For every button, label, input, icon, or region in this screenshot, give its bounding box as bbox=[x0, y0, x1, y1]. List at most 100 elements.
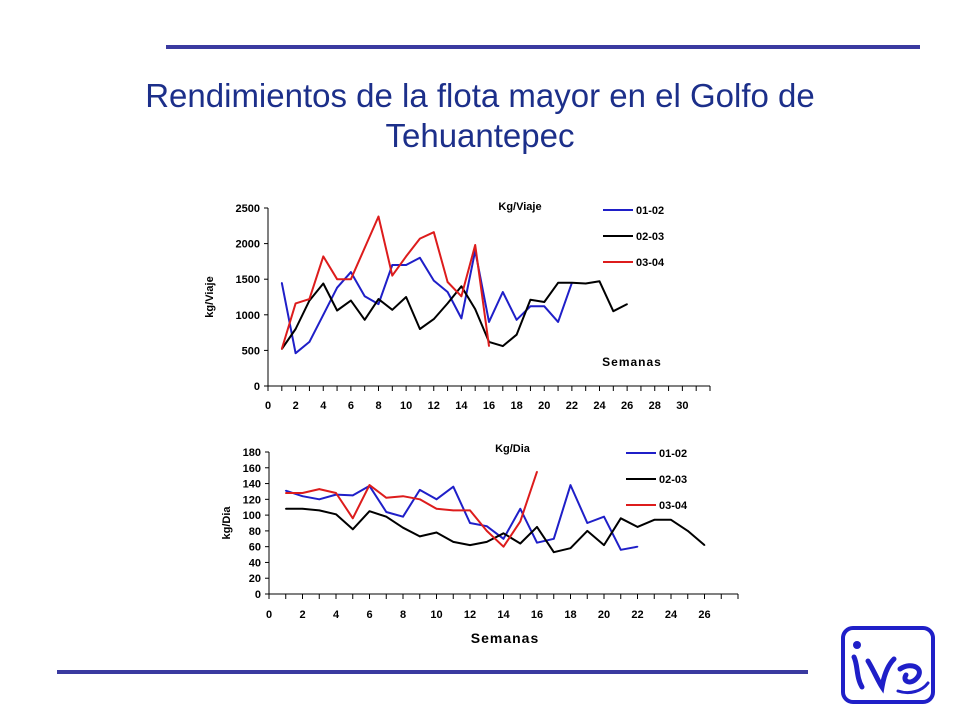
chart2-point-01-02 bbox=[402, 515, 404, 518]
chart2-point-01-02 bbox=[351, 494, 354, 497]
chart2-y-tick-label: 60 bbox=[249, 542, 261, 554]
chart1-x-tick-label: 30 bbox=[676, 400, 688, 412]
chart1-point-02-03 bbox=[405, 296, 407, 298]
chart1-x-tick-label: 26 bbox=[621, 400, 633, 412]
chart2-y-tick-label: 100 bbox=[243, 510, 261, 522]
chart1-point-01-02 bbox=[336, 286, 338, 289]
chart2-point-02-03 bbox=[552, 551, 555, 553]
chart2-point-03-04 bbox=[368, 484, 371, 486]
chart2-point-01-02 bbox=[435, 498, 438, 501]
chart1-x-tick-label: 18 bbox=[511, 400, 523, 412]
chart1-point-03-04 bbox=[446, 281, 449, 283]
chart1-x-tick-label: 14 bbox=[455, 400, 468, 412]
chart2-y-tick-label: 180 bbox=[243, 447, 261, 459]
chart1-point-01-02 bbox=[543, 305, 546, 308]
chart1-point-02-03 bbox=[294, 328, 297, 330]
chart2-point-03-04 bbox=[502, 545, 505, 548]
chart1-point-01-02 bbox=[502, 291, 504, 293]
chart1-point-03-04 bbox=[460, 295, 463, 298]
chart2-point-01-02 bbox=[519, 508, 522, 510]
chart1-point-02-03 bbox=[529, 299, 532, 301]
chart1-y-tick-label: 2000 bbox=[236, 239, 260, 251]
chart1-x-tick-label: 2 bbox=[293, 400, 299, 412]
chart1-point-02-03 bbox=[612, 310, 615, 313]
chart1-point-02-03 bbox=[446, 302, 449, 305]
chart2-x-tick-label: 16 bbox=[531, 609, 543, 621]
chart2-x-tick-label: 0 bbox=[266, 609, 272, 621]
chart2-point-03-04 bbox=[335, 492, 337, 494]
chart1-point-02-03 bbox=[460, 285, 463, 288]
chart1-y-tick-label: 1000 bbox=[236, 310, 260, 322]
chart2-point-03-04 bbox=[351, 517, 354, 520]
chart2-point-01-02 bbox=[284, 489, 287, 492]
chart1-point-02-03 bbox=[571, 281, 573, 284]
chart2-legend-label: 03-04 bbox=[659, 500, 688, 512]
chart1-point-03-04 bbox=[474, 244, 476, 246]
chart2-point-02-03 bbox=[435, 531, 438, 534]
chart2-point-01-02 bbox=[586, 522, 589, 524]
chart1-point-01-02 bbox=[460, 317, 463, 320]
chart2-point-02-03 bbox=[636, 526, 639, 528]
chart2-point-03-04 bbox=[519, 520, 522, 523]
chart2-x-tick-label: 10 bbox=[430, 609, 442, 621]
chart2-point-02-03 bbox=[670, 519, 672, 521]
chart1-point-01-02 bbox=[446, 291, 449, 293]
chart1-x-tick-label: 24 bbox=[593, 400, 606, 412]
chart1-point-02-03 bbox=[543, 301, 546, 303]
chart1-point-01-02 bbox=[432, 279, 435, 282]
chart1-point-03-04 bbox=[308, 298, 311, 300]
chart2-point-03-04 bbox=[452, 509, 455, 512]
chart1-point-03-04 bbox=[488, 345, 490, 347]
chart1-point-01-02 bbox=[391, 264, 394, 266]
chart1-legend-label: 03-04 bbox=[636, 257, 665, 269]
chart1-point-01-02 bbox=[322, 314, 325, 316]
chart2-point-01-02 bbox=[536, 541, 538, 544]
chart1-x-tick-label: 28 bbox=[649, 400, 661, 412]
chart1-point-03-04 bbox=[432, 231, 435, 234]
chart1-x-tick-label: 16 bbox=[483, 400, 495, 412]
chart1-point-01-02 bbox=[515, 318, 518, 321]
bottom-rule bbox=[57, 670, 808, 674]
chart2-series-02-03 bbox=[285, 507, 706, 554]
chart1-x-tick-label: 22 bbox=[566, 400, 578, 412]
chart2-point-02-03 bbox=[653, 519, 656, 521]
chart1-point-02-03 bbox=[474, 308, 476, 310]
chart2-point-02-03 bbox=[703, 544, 706, 546]
chart2-point-01-02 bbox=[552, 537, 555, 540]
chart1-x-tick-label: 10 bbox=[400, 400, 412, 412]
chart1-point-03-04 bbox=[350, 278, 352, 281]
chart1-point-01-02 bbox=[363, 295, 366, 298]
chart2-y-tick-label: 80 bbox=[249, 526, 261, 538]
chart2-point-02-03 bbox=[368, 510, 371, 512]
chart1-series-01-02 bbox=[280, 249, 573, 355]
chart2-x-tick-label: 12 bbox=[464, 609, 476, 621]
chart2-point-03-04 bbox=[536, 470, 538, 473]
chart1-point-02-03 bbox=[626, 303, 628, 305]
chart1-y-axis-label: kg/Viaje bbox=[204, 276, 216, 317]
chart2-title: Kg/Dia bbox=[495, 443, 531, 455]
chart1-point-01-02 bbox=[529, 305, 532, 308]
chart1-legend-label: 02-03 bbox=[636, 231, 664, 243]
chart2-y-tick-label: 20 bbox=[249, 573, 261, 585]
chart2-x-tick-label: 8 bbox=[400, 609, 406, 621]
chart2-point-03-04 bbox=[318, 488, 321, 490]
chart1-point-01-02 bbox=[557, 321, 559, 323]
chart1-point-03-04 bbox=[281, 348, 283, 350]
chart1-point-03-04 bbox=[419, 237, 421, 240]
chart2-y-tick-label: 40 bbox=[249, 557, 261, 569]
chart2-point-03-04 bbox=[485, 530, 488, 532]
chart1-point-01-02 bbox=[281, 281, 283, 284]
chart2-point-01-02 bbox=[301, 495, 304, 497]
chart2-point-03-04 bbox=[385, 496, 388, 499]
chart2-point-01-02 bbox=[636, 545, 639, 548]
top-rule bbox=[166, 45, 920, 49]
chart1-series-03-04 bbox=[280, 215, 490, 350]
chart2-x-tick-label: 14 bbox=[497, 609, 510, 621]
chart1-series-02-03 bbox=[280, 280, 628, 350]
chart1-point-02-03 bbox=[363, 318, 366, 321]
chart1-x-tick-label: 12 bbox=[428, 400, 440, 412]
chart2-point-02-03 bbox=[603, 544, 605, 546]
chart2-x-tick-label: 22 bbox=[631, 609, 643, 621]
chart1-point-03-04 bbox=[377, 215, 380, 218]
chart2-x-tick-label: 18 bbox=[564, 609, 576, 621]
